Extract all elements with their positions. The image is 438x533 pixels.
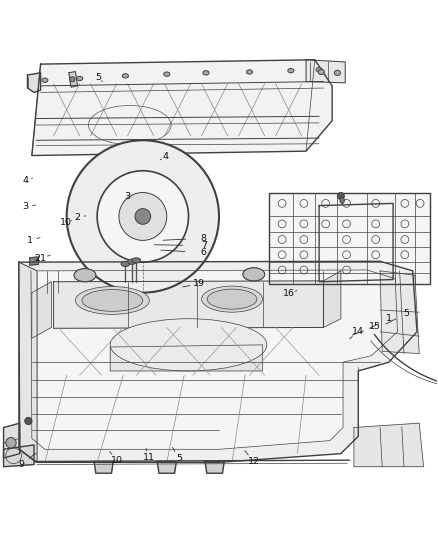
Ellipse shape bbox=[132, 258, 141, 263]
Polygon shape bbox=[269, 192, 430, 284]
Ellipse shape bbox=[75, 287, 149, 314]
Polygon shape bbox=[69, 71, 78, 87]
Text: 2: 2 bbox=[74, 213, 81, 222]
Polygon shape bbox=[19, 261, 417, 462]
Text: 1: 1 bbox=[386, 314, 392, 323]
Text: 5: 5 bbox=[176, 454, 182, 463]
Text: 16: 16 bbox=[283, 289, 295, 298]
Text: 5: 5 bbox=[95, 72, 101, 82]
Ellipse shape bbox=[67, 140, 219, 293]
Polygon shape bbox=[354, 423, 424, 467]
Text: 15: 15 bbox=[369, 322, 381, 331]
Ellipse shape bbox=[316, 68, 322, 72]
Ellipse shape bbox=[122, 74, 128, 78]
Ellipse shape bbox=[288, 68, 294, 73]
Ellipse shape bbox=[340, 197, 344, 204]
Ellipse shape bbox=[247, 70, 253, 74]
Ellipse shape bbox=[207, 289, 257, 309]
Ellipse shape bbox=[337, 192, 344, 199]
Text: 4: 4 bbox=[22, 176, 28, 185]
Ellipse shape bbox=[334, 70, 340, 76]
Ellipse shape bbox=[121, 261, 130, 266]
Text: 3: 3 bbox=[22, 202, 28, 211]
Polygon shape bbox=[380, 271, 419, 353]
Polygon shape bbox=[32, 60, 332, 156]
Polygon shape bbox=[32, 282, 51, 338]
Polygon shape bbox=[157, 462, 177, 473]
Ellipse shape bbox=[82, 289, 143, 311]
Text: 10: 10 bbox=[111, 456, 123, 465]
Polygon shape bbox=[53, 281, 323, 328]
Ellipse shape bbox=[77, 76, 83, 80]
Text: 1: 1 bbox=[27, 236, 33, 245]
Ellipse shape bbox=[243, 268, 265, 281]
Text: 11: 11 bbox=[143, 454, 155, 463]
Ellipse shape bbox=[135, 208, 151, 224]
Ellipse shape bbox=[110, 319, 267, 371]
Text: 4: 4 bbox=[163, 152, 169, 161]
Polygon shape bbox=[28, 73, 41, 92]
Text: 7: 7 bbox=[201, 241, 207, 250]
Ellipse shape bbox=[25, 417, 32, 424]
Polygon shape bbox=[306, 60, 345, 83]
Text: 6: 6 bbox=[201, 248, 207, 257]
Text: 14: 14 bbox=[352, 327, 364, 336]
Ellipse shape bbox=[74, 269, 96, 282]
Polygon shape bbox=[205, 462, 224, 473]
Ellipse shape bbox=[318, 69, 324, 75]
Text: 19: 19 bbox=[194, 279, 205, 288]
Ellipse shape bbox=[6, 438, 16, 448]
Text: 9: 9 bbox=[18, 460, 24, 469]
Polygon shape bbox=[19, 262, 37, 462]
Ellipse shape bbox=[201, 286, 262, 312]
Text: 10: 10 bbox=[60, 219, 72, 228]
Text: 5: 5 bbox=[403, 309, 409, 318]
Polygon shape bbox=[30, 257, 39, 265]
Polygon shape bbox=[4, 423, 20, 458]
Ellipse shape bbox=[42, 78, 48, 83]
Ellipse shape bbox=[164, 72, 170, 76]
Ellipse shape bbox=[203, 71, 209, 75]
Text: 8: 8 bbox=[201, 233, 207, 243]
Polygon shape bbox=[31, 270, 397, 449]
Ellipse shape bbox=[127, 259, 136, 264]
Text: 12: 12 bbox=[248, 457, 260, 466]
Text: 3: 3 bbox=[124, 192, 131, 201]
Ellipse shape bbox=[97, 171, 188, 262]
Ellipse shape bbox=[70, 77, 75, 82]
Polygon shape bbox=[4, 445, 34, 467]
Ellipse shape bbox=[119, 192, 167, 240]
Text: 21: 21 bbox=[35, 254, 46, 263]
Polygon shape bbox=[323, 271, 341, 327]
Polygon shape bbox=[110, 345, 262, 371]
Polygon shape bbox=[94, 462, 113, 473]
